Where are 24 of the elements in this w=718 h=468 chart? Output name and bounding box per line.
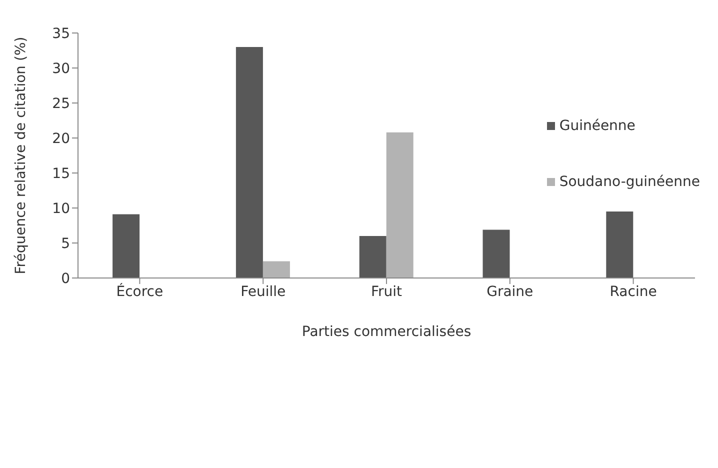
y-tick-label: 5 (61, 236, 70, 252)
bar (236, 47, 263, 278)
x-tick-label: Écorce (116, 282, 164, 300)
y-tick-label: 35 (52, 26, 70, 42)
x-tick-label: Racine (610, 284, 657, 300)
bar (482, 230, 510, 278)
bar (386, 132, 414, 278)
bar (262, 261, 290, 278)
bar (359, 236, 386, 278)
x-tick-label: Feuille (240, 284, 286, 300)
y-axis-title: Fréquence relative de citation (%) (12, 36, 29, 274)
legend-label: Guinéenne (558, 118, 636, 134)
y-tick-label: 15 (52, 166, 70, 182)
x-axis-title: Parties commercialisées (302, 324, 472, 340)
y-tick-label: 0 (61, 270, 70, 287)
bar (112, 214, 140, 278)
y-tick-label: 20 (52, 130, 70, 147)
y-tick-label: 10 (52, 200, 70, 217)
x-tick-label: Fruit (370, 284, 403, 300)
x-tick-label: Graine (486, 284, 534, 300)
y-tick-label: 30 (52, 60, 70, 77)
bar (606, 212, 634, 278)
y-tick-label: 25 (52, 96, 70, 112)
legend-label: Soudano-guinéenne (558, 174, 700, 190)
